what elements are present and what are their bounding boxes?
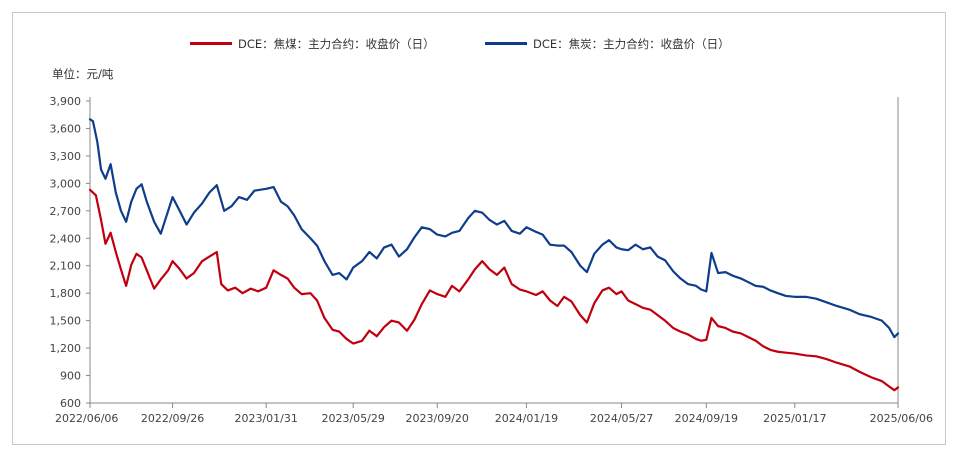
- y-tick-label: 1,800: [50, 287, 82, 300]
- y-tick-label: 2,400: [50, 232, 82, 245]
- x-axis: 2022/06/06 2022/09/26 2023/01/31 2023/05/29…: [55, 97, 933, 425]
- legend: DCE：焦煤：主力合约：收盘价（日） DCE：焦炭：主力合约：收盘价（日）: [190, 37, 730, 51]
- x-tick-label: 2024/09/19: [675, 412, 738, 425]
- series-line-coke: [88, 118, 900, 339]
- y-tick-label: 3,000: [50, 177, 82, 190]
- x-tick-label: 2023/01/31: [234, 412, 297, 425]
- y-tick-label: 1,500: [50, 315, 82, 328]
- y-tick-label: 1,200: [50, 342, 82, 355]
- chart-frame: [12, 12, 946, 445]
- x-tick-label: 2022/09/26: [141, 412, 204, 425]
- y-tick-label: 2,700: [50, 205, 82, 218]
- y-tick-label: 900: [60, 370, 81, 383]
- y-axis: 3,900 3,600 3,300 3,000 2,700 2,400 2,100 1,800…: [50, 95, 91, 410]
- x-tick-label: 2022/06/06: [55, 412, 118, 425]
- legend-label-coke: DCE：焦炭：主力合约：收盘价（日）: [533, 37, 730, 51]
- x-tick-label: 2023/05/29: [321, 412, 384, 425]
- x-tick-label: 2025/01/17: [763, 412, 826, 425]
- y-tick-label: 3,300: [50, 150, 82, 163]
- y-axis-unit-label: 单位：元/吨: [52, 67, 114, 81]
- y-tick-label: 3,900: [50, 95, 82, 108]
- series-line-coking-coal: [88, 188, 900, 392]
- y-tick-label: 2,100: [50, 260, 82, 273]
- legend-label-coking-coal: DCE：焦煤：主力合约：收盘价（日）: [238, 37, 435, 51]
- y-tick-label: 600: [60, 397, 81, 410]
- x-tick-label: 2023/09/20: [406, 412, 469, 425]
- x-tick-label: 2024/01/19: [495, 412, 558, 425]
- y-tick-label: 3,600: [50, 122, 82, 135]
- series-layer: [88, 118, 900, 392]
- x-tick-label: 2025/06/06: [870, 412, 933, 425]
- x-tick-label: 2024/05/27: [590, 412, 653, 425]
